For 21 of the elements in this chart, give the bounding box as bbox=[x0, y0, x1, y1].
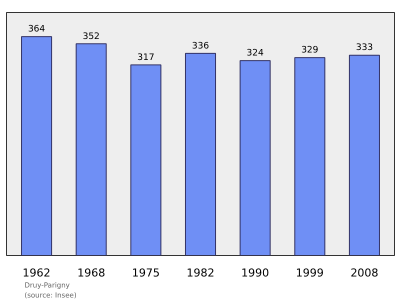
data-label: 333 bbox=[356, 43, 374, 54]
bar bbox=[76, 43, 107, 256]
bar bbox=[348, 54, 380, 256]
bar bbox=[130, 64, 162, 256]
data-label: 336 bbox=[192, 41, 210, 52]
x-tick-label: 1990 bbox=[241, 266, 270, 280]
bar bbox=[184, 52, 216, 256]
data-label: 324 bbox=[246, 48, 264, 59]
x-tick-label: 1975 bbox=[132, 266, 160, 280]
data-label: 329 bbox=[301, 46, 319, 56]
bar bbox=[21, 36, 52, 256]
x-tick-label: 2008 bbox=[350, 266, 378, 280]
data-label: 352 bbox=[82, 32, 100, 42]
x-tick-label: 1982 bbox=[186, 266, 215, 280]
data-label: 364 bbox=[28, 24, 46, 35]
data-label: 317 bbox=[137, 52, 154, 63]
x-tick-label: 1999 bbox=[296, 266, 324, 280]
x-tick-label: 1968 bbox=[77, 266, 106, 280]
bar bbox=[294, 57, 326, 256]
x-tick-label: 1962 bbox=[22, 266, 51, 280]
bar bbox=[240, 60, 271, 256]
